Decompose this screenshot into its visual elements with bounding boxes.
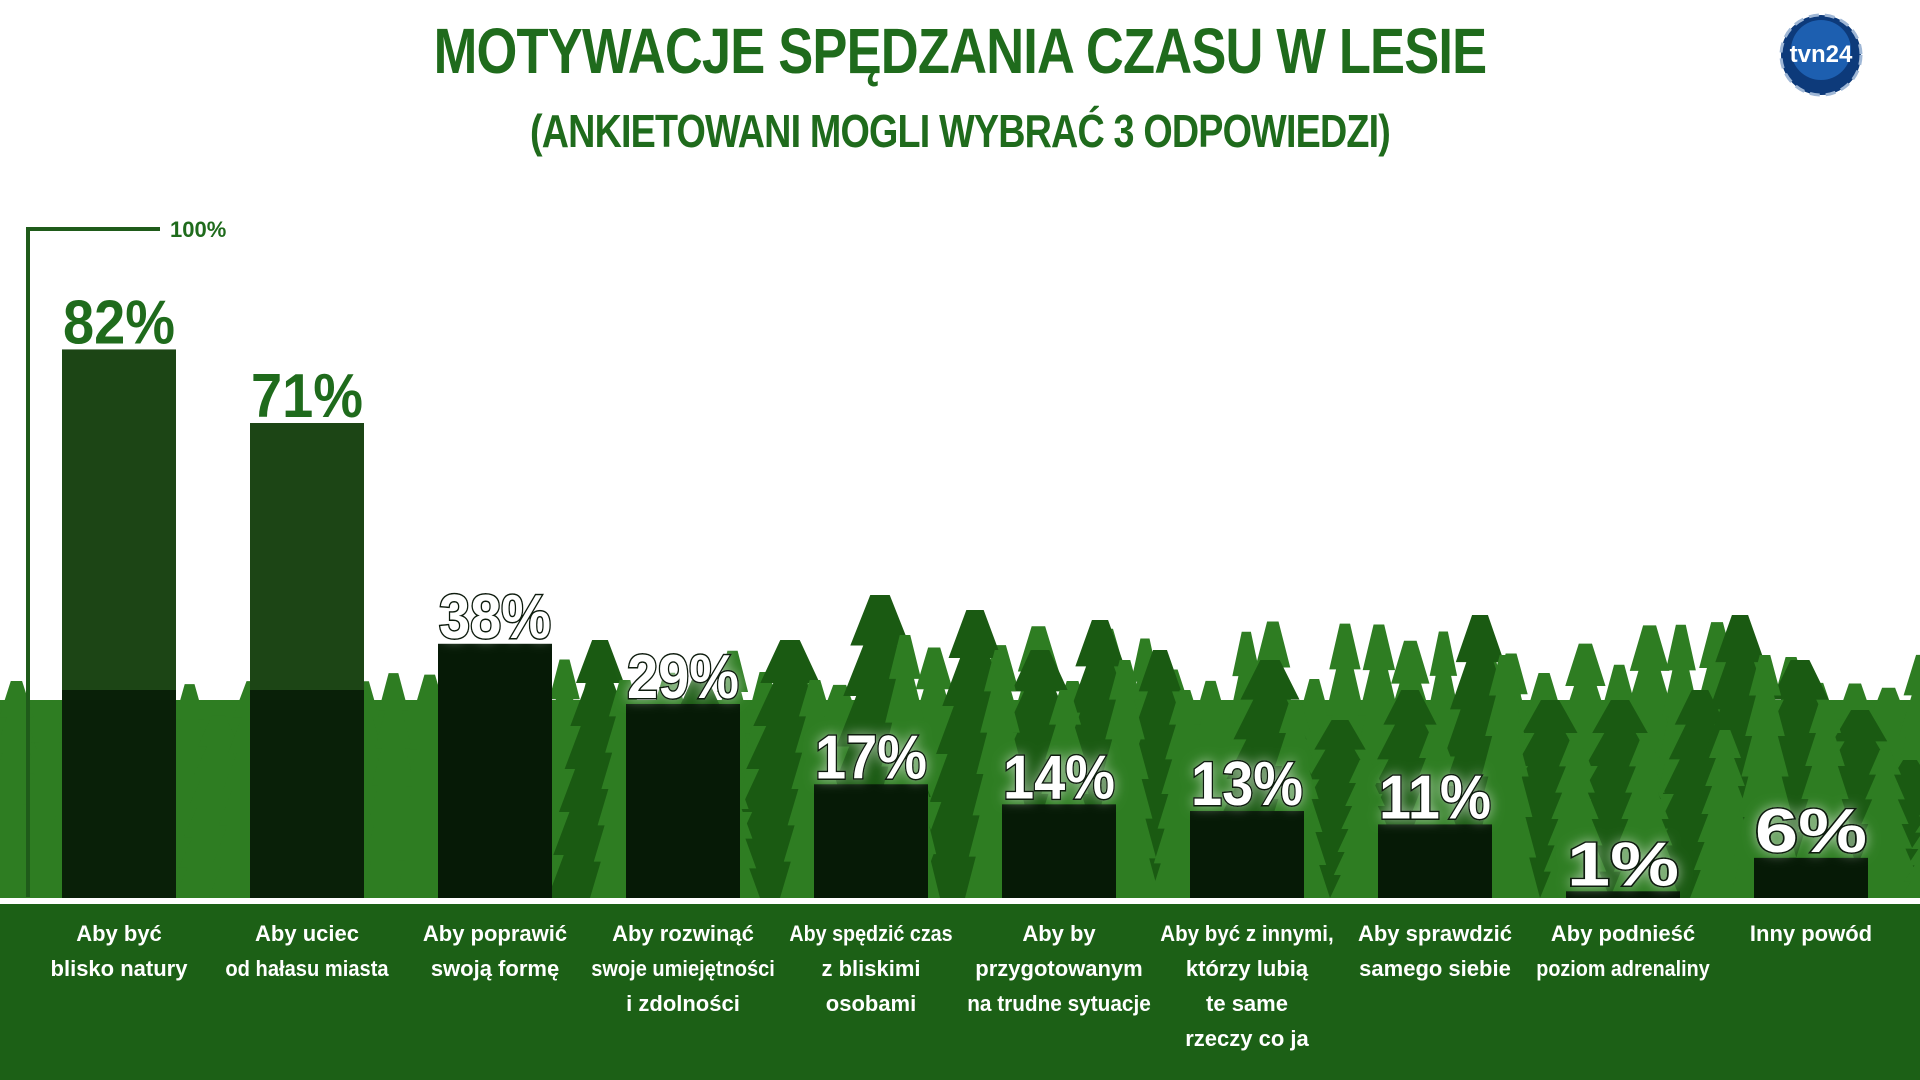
bar-7-body bbox=[1190, 811, 1304, 898]
category-label-1-line-2: blisko natury bbox=[51, 956, 189, 981]
category-label-5-line-3: osobami bbox=[826, 991, 916, 1016]
category-label-6-line-1: Aby by bbox=[1022, 921, 1096, 946]
category-label-3: Aby poprawić swoją formę bbox=[423, 921, 567, 981]
category-label-5-line-1: Aby spędzić czas bbox=[789, 921, 952, 946]
category-label-7-line-4: rzeczy co ja bbox=[1185, 1026, 1309, 1051]
category-label-1-line-1: Aby być bbox=[76, 921, 162, 946]
tvn24-logo: tvn24 bbox=[1779, 13, 1863, 97]
category-label-5-line-2: z bliskimi bbox=[821, 956, 920, 981]
bar-6-body bbox=[1002, 804, 1116, 898]
page-title: MOTYWACJE SPĘDZANIA CZASU W LESIE bbox=[433, 15, 1488, 87]
category-label-9-line-2: poziom adrenaliny bbox=[1536, 956, 1710, 981]
category-label-8-line-2: samego siebie bbox=[1359, 956, 1511, 981]
value-label-4: 29% bbox=[627, 643, 739, 712]
category-label-7-line-1: Aby być z innymi, bbox=[1160, 921, 1333, 946]
page-subtitle: (ANKIETOWANI MOGLI WYBRAĆ 3 ODPOWIEDZI) bbox=[529, 105, 1391, 157]
category-label-6: Aby by przygotowanym na trudne sytuacje bbox=[967, 921, 1151, 1016]
tree-91 bbox=[1790, 700, 1860, 898]
bar-1 bbox=[62, 349, 176, 898]
bar-4 bbox=[626, 703, 740, 898]
bar-6 bbox=[1002, 804, 1116, 898]
category-label-5: Aby spędzić czas z bliskimi osobami bbox=[789, 921, 952, 1016]
value-label-6: 14% bbox=[1003, 743, 1115, 812]
category-label-2: Aby uciec od hałasu miasta bbox=[225, 921, 389, 981]
category-labels-group: Aby być blisko natury Aby uciec od hałasu m… bbox=[51, 921, 1873, 1051]
category-label-2-line-1: Aby uciec bbox=[255, 921, 359, 946]
value-label-5: 17% bbox=[815, 723, 927, 792]
tree-87 bbox=[1540, 740, 1610, 898]
category-label-4: Aby rozwinąć swoje umiejętności i zdolnośc… bbox=[591, 921, 775, 1016]
category-label-8: Aby sprawdzić samego siebie bbox=[1358, 921, 1512, 981]
value-label-2: 71% bbox=[251, 362, 363, 431]
category-label-10: Inny powód bbox=[1750, 921, 1872, 946]
category-label-3-line-1: Aby poprawić bbox=[423, 921, 567, 946]
bar-1-lower bbox=[62, 690, 176, 898]
scale-bracket: 100% bbox=[26, 217, 226, 897]
category-label-9: Aby podnieść poziom adrenaliny bbox=[1536, 921, 1710, 981]
bar-3-body bbox=[438, 643, 552, 898]
bar-5-body bbox=[814, 784, 928, 898]
bar-4-body bbox=[626, 703, 740, 898]
category-label-8-line-1: Aby sprawdzić bbox=[1358, 921, 1512, 946]
scale-label-100: 100% bbox=[170, 217, 226, 242]
bar-2-lower bbox=[250, 690, 364, 898]
tree-88 bbox=[1610, 740, 1680, 898]
category-label-6-line-2: przygotowanym bbox=[975, 956, 1142, 981]
bar-10 bbox=[1754, 857, 1868, 898]
value-label-7: 13% bbox=[1191, 750, 1303, 819]
tree-90 bbox=[1730, 655, 1800, 898]
bar-8-body bbox=[1378, 824, 1492, 898]
bar-8 bbox=[1378, 824, 1492, 898]
category-label-1: Aby być blisko natury bbox=[51, 921, 189, 981]
value-label-8: 11% bbox=[1379, 763, 1491, 832]
value-labels-group: 82% 71% 38% 29% 17% 14% 13% 11% 1% 6% bbox=[63, 288, 1869, 900]
category-label-7: Aby być z innymi, którzy lubią te same rzec… bbox=[1160, 921, 1333, 1051]
bar-5 bbox=[814, 784, 928, 898]
bar-7 bbox=[1190, 811, 1304, 898]
category-label-6-line-3: na trudne sytuacje bbox=[967, 991, 1151, 1016]
value-label-1: 82% bbox=[63, 288, 175, 357]
label-strip bbox=[0, 903, 1920, 1080]
category-label-7-line-2: którzy lubią bbox=[1186, 956, 1309, 981]
value-label-9: 1% bbox=[1567, 830, 1679, 899]
bar-2 bbox=[250, 423, 364, 898]
baseline-white bbox=[0, 898, 1920, 904]
value-label-10: 6% bbox=[1755, 797, 1867, 866]
logo-text: tvn24 bbox=[1790, 41, 1853, 68]
category-label-2-line-2: od hałasu miasta bbox=[225, 956, 389, 981]
bar-9 bbox=[1566, 891, 1680, 898]
bars-group bbox=[62, 349, 1868, 898]
tree-93 bbox=[1900, 814, 1920, 898]
category-label-10-line-1: Inny powód bbox=[1750, 921, 1872, 946]
category-label-7-line-3: te same bbox=[1206, 991, 1288, 1016]
category-label-4-line-2: swoje umiejętności bbox=[591, 956, 775, 981]
category-label-9-line-1: Aby podnieść bbox=[1551, 921, 1695, 946]
value-label-3: 38% bbox=[439, 583, 551, 652]
bar-3 bbox=[438, 643, 552, 898]
category-label-3-line-2: swoją formę bbox=[431, 956, 559, 981]
category-label-4-line-1: Aby rozwinąć bbox=[612, 921, 754, 946]
bar-9-body bbox=[1566, 891, 1680, 898]
category-label-4-line-3: i zdolności bbox=[626, 991, 740, 1016]
bar-10-body bbox=[1754, 857, 1868, 898]
